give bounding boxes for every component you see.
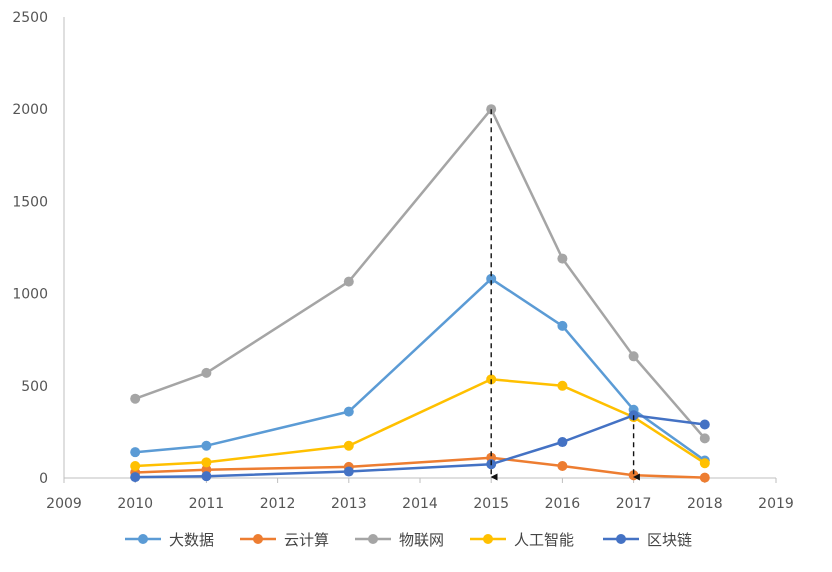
- x-tick-label: 2017: [616, 496, 652, 512]
- legend-item-5: 区块链: [603, 531, 692, 549]
- x-tick-label: 2013: [331, 496, 367, 512]
- y-tick-label: 2000: [12, 102, 48, 118]
- legend-item-3: 物联网: [355, 531, 444, 549]
- legend: 大数据 云计算 物联网 人工智能 区块链: [125, 531, 692, 549]
- legend-label: 云计算: [284, 531, 329, 549]
- data-point: [628, 351, 639, 362]
- data-point: [699, 458, 710, 469]
- series-4: [130, 374, 710, 472]
- legend-label: 区块链: [647, 531, 692, 549]
- x-tick-label: 2010: [117, 496, 153, 512]
- data-point: [486, 273, 497, 284]
- data-point: [343, 276, 354, 287]
- data-point: [201, 457, 212, 468]
- data-point: [699, 472, 710, 483]
- legend-swatch-marker: [253, 534, 263, 544]
- data-point: [130, 393, 141, 404]
- y-tick-label: 0: [39, 471, 48, 487]
- series-5: [130, 410, 710, 483]
- data-point: [201, 440, 212, 451]
- x-tick-label: 2009: [46, 496, 82, 512]
- data-point: [557, 380, 568, 391]
- legend-label: 大数据: [169, 531, 214, 549]
- x-tick-label: 2015: [473, 496, 509, 512]
- data-point: [557, 437, 568, 448]
- y-tick-label: 2500: [12, 10, 48, 26]
- data-point: [130, 461, 141, 472]
- data-point: [343, 440, 354, 451]
- data-point: [343, 466, 354, 477]
- data-point: [699, 433, 710, 444]
- x-tick-label: 2012: [260, 496, 296, 512]
- x-tick-label: 2014: [402, 496, 438, 512]
- data-point: [201, 367, 212, 378]
- legend-item-4: 人工智能: [470, 531, 574, 549]
- series-line: [134, 107, 706, 440]
- legend-item-2: 云计算: [240, 531, 329, 549]
- data-point: [130, 447, 141, 458]
- y-tick-label: 1000: [12, 287, 48, 303]
- data-point: [699, 419, 710, 430]
- data-point: [201, 471, 212, 482]
- legend-swatch-marker: [483, 534, 493, 544]
- data-point: [557, 461, 568, 472]
- plot-area: 0 500 1000 1500 2000 2500 2009 2010 2011 2012 2013…: [12, 10, 793, 512]
- x-tick-label: 2018: [687, 496, 723, 512]
- legend-swatch-marker: [368, 534, 378, 544]
- data-point: [343, 406, 354, 417]
- legend-swatch-marker: [138, 534, 148, 544]
- y-tick-label: 500: [21, 379, 48, 395]
- x-tick-label: 2016: [545, 496, 581, 512]
- series-line: [135, 277, 706, 462]
- legend-label: 物联网: [399, 531, 444, 549]
- x-tick-label: 2011: [189, 496, 225, 512]
- data-point: [557, 320, 568, 331]
- series-3: [130, 104, 710, 444]
- x-tick-label: 2019: [758, 496, 794, 512]
- series-1: [130, 273, 710, 466]
- legend-label: 人工智能: [514, 531, 574, 549]
- y-tick-label: 1500: [12, 194, 48, 210]
- legend-swatch-marker: [616, 534, 626, 544]
- legend-item-1: 大数据: [125, 531, 214, 549]
- series-line: [135, 414, 705, 479]
- data-point: [557, 253, 568, 264]
- data-point: [130, 472, 141, 483]
